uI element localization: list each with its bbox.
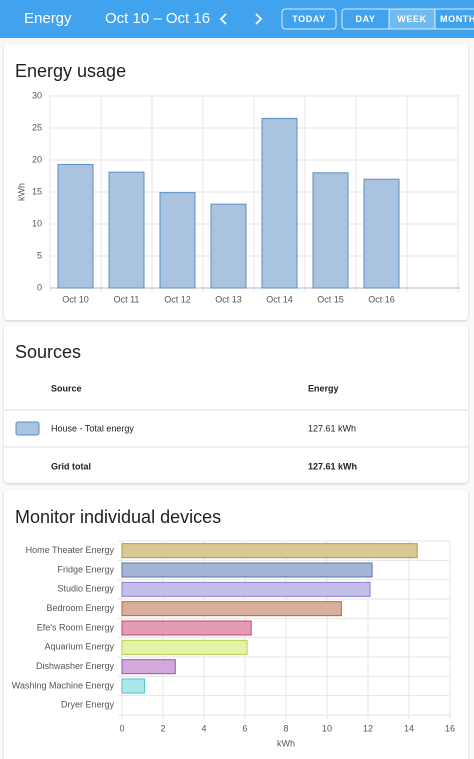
- app-header: [0, 0, 474, 38]
- x-tick-label: 4: [201, 723, 206, 733]
- button-label[interactable]: WEEK: [397, 14, 426, 24]
- bar: [121, 543, 418, 559]
- y-tick-label: Aquarium Energy: [44, 642, 114, 652]
- source-energy: 127.61 kWh: [308, 423, 356, 433]
- x-tick-label: 6: [242, 723, 247, 733]
- y-tick-label: Bedroom Energy: [46, 603, 114, 613]
- y-tick-label: Home Theater Energy: [26, 545, 115, 555]
- y-tick-label: Dishwasher Energy: [36, 661, 115, 671]
- next-button[interactable]: [255, 13, 263, 25]
- bar: [121, 639, 248, 655]
- bar: [121, 659, 176, 675]
- y-tick-label: 30: [32, 90, 42, 100]
- button-label[interactable]: DAY: [356, 14, 376, 24]
- bar: [261, 117, 298, 289]
- y-tick-label: 25: [32, 122, 42, 132]
- bar: [121, 601, 342, 617]
- bar: [108, 171, 145, 289]
- period-toggle: [341, 8, 474, 30]
- y-tick-label: Fridge Energy: [57, 564, 114, 574]
- bar: [121, 581, 371, 597]
- x-tick-label: 14: [404, 723, 414, 733]
- button-label: TODAY: [292, 14, 326, 24]
- y-tick-label: 20: [32, 154, 42, 164]
- y-axis-label: kWh: [16, 183, 26, 201]
- x-tick-label: 12: [363, 723, 373, 733]
- y-tick-label: Washing Machine Energy: [12, 680, 115, 690]
- y-tick-label: Dryer Energy: [61, 700, 115, 710]
- source-name: House - Total energy: [51, 423, 134, 433]
- bar: [210, 203, 247, 289]
- y-tick-label: 0: [37, 282, 42, 292]
- column-header: Source: [51, 383, 82, 393]
- x-axis-label: kWh: [277, 738, 295, 748]
- bar: [159, 192, 196, 289]
- card-title: Sources: [15, 342, 81, 362]
- bar: [363, 178, 400, 289]
- x-tick-label: Oct 14: [266, 294, 293, 304]
- week-button[interactable]: [389, 9, 435, 29]
- y-tick-label: Efe's Room Energy: [37, 622, 115, 632]
- button-label[interactable]: MONTH: [440, 14, 474, 24]
- bar: [121, 620, 252, 636]
- bar: [121, 678, 146, 694]
- card-title: Monitor individual devices: [15, 507, 221, 527]
- x-tick-label: Oct 10: [62, 294, 89, 304]
- y-tick-label: 10: [32, 218, 42, 228]
- x-tick-label: Oct 16: [368, 294, 395, 304]
- x-tick-label: 8: [283, 723, 288, 733]
- date-range: Oct 10 – Oct 16: [105, 10, 210, 27]
- bar: [121, 562, 373, 578]
- previous-button[interactable]: [219, 13, 227, 25]
- x-tick-label: 0: [119, 723, 124, 733]
- page-title: Energy: [24, 10, 72, 27]
- source-swatch: [15, 421, 40, 436]
- x-tick-label: Oct 15: [317, 294, 344, 304]
- y-tick-label: Studio Energy: [57, 584, 114, 594]
- total-label: Grid total: [51, 461, 91, 471]
- card-title: Energy usage: [15, 61, 126, 81]
- total-energy: 127.61 kWh: [308, 461, 357, 471]
- card: [4, 326, 468, 483]
- today-button[interactable]: [281, 8, 337, 30]
- x-tick-label: Oct 13: [215, 294, 242, 304]
- bar: [57, 163, 94, 289]
- column-header: Energy: [308, 383, 339, 393]
- x-tick-label: Oct 12: [164, 294, 191, 304]
- bar: [312, 172, 349, 289]
- x-tick-label: 10: [322, 723, 332, 733]
- y-tick-label: 5: [37, 250, 42, 260]
- y-tick-label: 15: [32, 186, 42, 196]
- x-tick-label: 16: [445, 723, 455, 733]
- x-tick-label: 2: [160, 723, 165, 733]
- x-tick-label: Oct 11: [114, 294, 140, 304]
